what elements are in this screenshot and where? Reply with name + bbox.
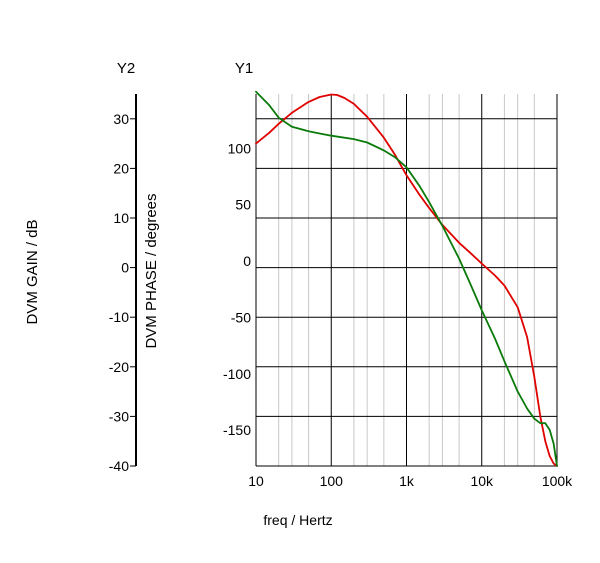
x-tick-label: 100k	[542, 473, 573, 489]
plot-grid	[255, 94, 558, 467]
y1-tick-label: 50	[235, 197, 251, 213]
y1-tick-label: 100	[228, 140, 252, 156]
x-axis-label: freq / Hertz	[263, 512, 332, 528]
y1-tick-label: -150	[223, 422, 251, 438]
y2-tick-label: -20	[109, 359, 129, 375]
gain-series-line	[255, 93, 558, 467]
y2-tick-label: -10	[109, 309, 129, 325]
x-tick-label: 1k	[399, 473, 415, 489]
y1-axis-title: Y1	[235, 60, 253, 77]
x-tick-label: 10k	[470, 473, 494, 489]
x-tick-label: 10	[248, 473, 264, 489]
y2-axis-title: Y2	[117, 60, 135, 77]
y2-tick-label: 20	[113, 160, 129, 176]
y2-tick-label: -30	[109, 408, 129, 424]
y1-tick-label: 0	[243, 253, 251, 269]
x-tick-label: 100	[320, 473, 344, 489]
y1-axis-label: DVM PHASE / degrees	[143, 193, 160, 348]
plot-labels: Y2 Y1 DVM GAIN / dB DVM PHASE / degrees …	[24, 60, 333, 528]
y1-tick-label: -100	[223, 366, 251, 382]
y2-tick-label: 30	[113, 111, 129, 127]
y2-axis-label: DVM GAIN / dB	[24, 219, 41, 324]
plot-series	[255, 90, 558, 467]
y2-tick-label: 10	[113, 210, 129, 226]
y2-tick-label: -40	[109, 458, 129, 474]
y2-tick-label: 0	[121, 260, 129, 276]
phase-series-line	[255, 90, 558, 467]
y1-tick-label: -50	[231, 309, 251, 325]
